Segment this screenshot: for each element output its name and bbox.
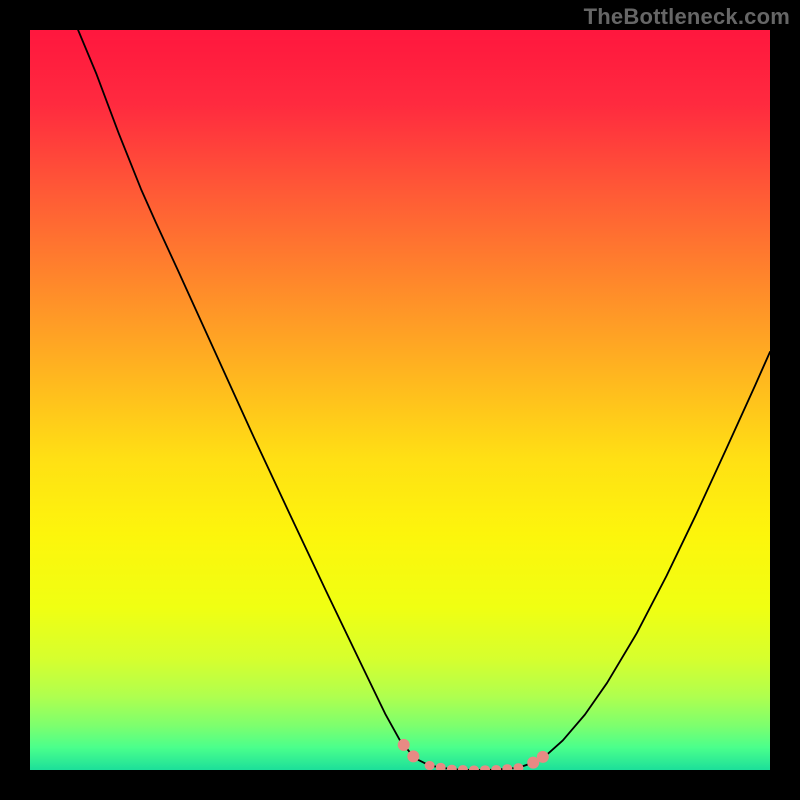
curve-marker-dash xyxy=(436,763,446,770)
curve-marker-dash xyxy=(469,766,479,771)
curve-marker-dash xyxy=(425,761,435,770)
chart-frame: TheBottleneck.com xyxy=(0,0,800,800)
curve-marker-cap xyxy=(398,739,410,751)
curve-marker-dash xyxy=(513,763,523,770)
curve-marker-dash xyxy=(491,765,501,770)
plot-area xyxy=(30,30,770,770)
curve-marker-dash xyxy=(447,765,457,770)
curve-marker-dash xyxy=(458,765,468,770)
curve-marker-cap xyxy=(407,750,419,762)
curve-marker-dash xyxy=(502,764,512,770)
bottleneck-curve xyxy=(78,30,770,770)
curve-marker-cap xyxy=(537,751,549,763)
watermark-text: TheBottleneck.com xyxy=(584,4,790,30)
curve-layer xyxy=(30,30,770,770)
curve-marker-dash xyxy=(480,765,490,770)
